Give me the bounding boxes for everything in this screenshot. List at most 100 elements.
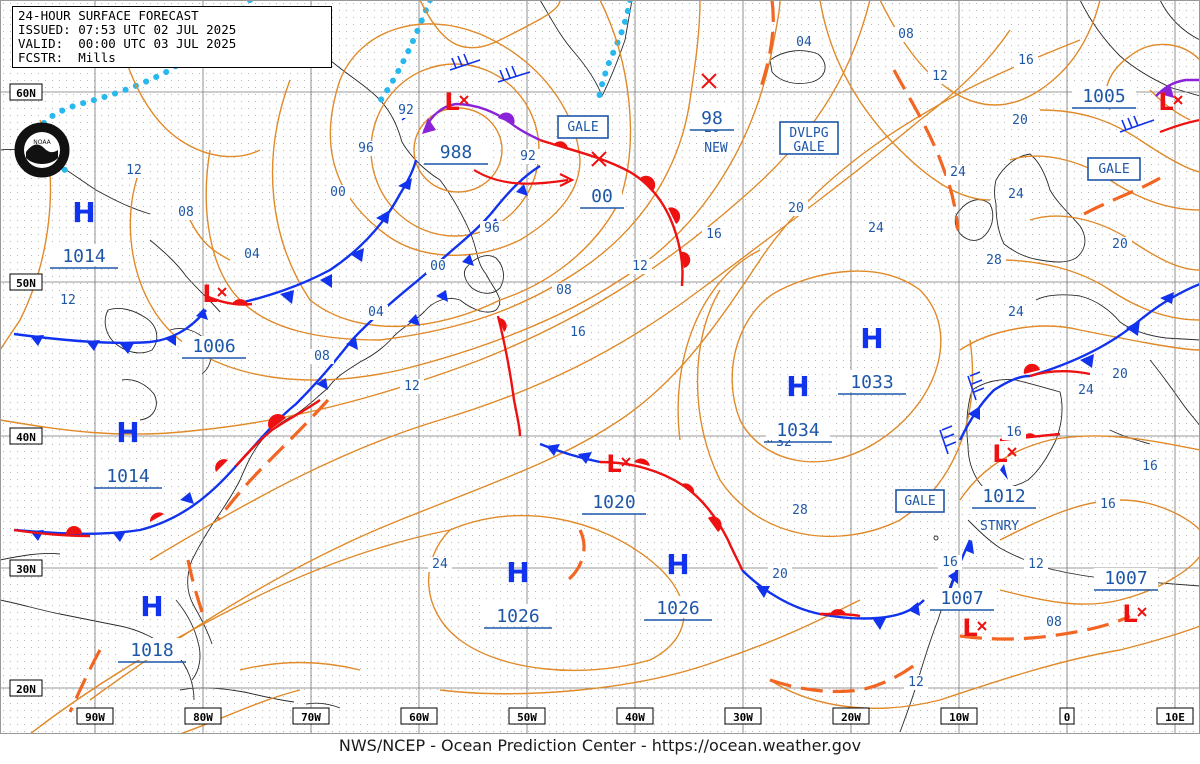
cold-front-barbs xyxy=(30,178,1174,630)
isobar-label: 24 xyxy=(950,165,966,180)
high-letter: H xyxy=(860,322,883,355)
isobar-label: 20 xyxy=(1112,237,1128,252)
low-pressure-value: 1007 xyxy=(940,588,983,609)
isobar-label: 20 xyxy=(1112,367,1128,382)
forecast-title: 24-HOUR SURFACE FORECAST xyxy=(18,8,199,23)
low-center: L 1012 xyxy=(972,440,1036,509)
isobar-label: 16 xyxy=(706,227,722,242)
latitude-label: 20N xyxy=(16,683,36,696)
high-pressure-value: 1026 xyxy=(656,598,699,619)
low-pressure-value: 1012 xyxy=(982,486,1025,507)
warning-box: GALE xyxy=(1087,157,1141,181)
isobar-label: 12 xyxy=(1028,557,1044,572)
longitude-label: 0 xyxy=(1064,711,1071,724)
isobar-label: 04 xyxy=(796,35,812,50)
high-pressure-value: 1014 xyxy=(106,466,149,487)
isobar-label: 20 xyxy=(772,567,788,582)
warning-box-text: DVLPG xyxy=(789,126,828,141)
longitude-label: 30W xyxy=(733,711,753,724)
occluded-front-symbols xyxy=(422,84,1174,134)
occluded-fronts xyxy=(422,78,1200,142)
isobar-label: 28 xyxy=(792,503,808,518)
low-letter: L xyxy=(992,440,1007,468)
longitude-label: 20W xyxy=(841,711,861,724)
high-pressure-centers: H 1014 H 1014 H 1018 H 1026 H 1026 H 1034 H 1033 xyxy=(50,196,906,663)
longitude-label: 40W xyxy=(625,711,645,724)
warm-fronts xyxy=(13,138,1091,618)
noaa-logo: NOAA xyxy=(14,122,70,178)
longitude-label: 10E xyxy=(1165,711,1185,724)
high-center: H 1018 xyxy=(118,590,186,663)
warning-box-text: GALE xyxy=(1098,162,1129,177)
high-center: H 1026 xyxy=(484,556,552,629)
longitude-labels: 90W 80W 70W 60W 50W 40W 30W 20W 10W 0 10E xyxy=(76,707,1194,725)
latitude-label: 30N xyxy=(16,563,36,576)
isobar-label: 16 xyxy=(1018,53,1034,68)
low-letter: L xyxy=(606,450,621,478)
valid-time: VALID: 00:00 UTC 03 JUL 2025 xyxy=(18,36,237,51)
longitude-label: 50W xyxy=(517,711,537,724)
high-letter: H xyxy=(666,548,689,581)
warning-box: GALE xyxy=(557,115,609,139)
latitude-label: 60N xyxy=(16,87,36,100)
isobar-label: 96 xyxy=(358,141,374,156)
low-pressure-value: 1007 xyxy=(1104,568,1147,589)
isobar-label: 00 xyxy=(330,185,346,200)
high-pressure-value: 1018 xyxy=(130,640,173,661)
isobar-label: 04 xyxy=(368,305,384,320)
isobar-label: 16 xyxy=(1006,425,1022,440)
isobar-label: 24 xyxy=(1008,305,1024,320)
isobar-label: 92 xyxy=(520,149,536,164)
high-center: H 1014 xyxy=(94,416,162,489)
isobar-label: 24 xyxy=(1008,187,1024,202)
high-letter: H xyxy=(116,416,139,449)
low-pressure-value: 1005 xyxy=(1082,86,1125,107)
longitude-label: 70W xyxy=(301,711,321,724)
low-letter: L xyxy=(444,88,459,116)
high-pressure-value: 1034 xyxy=(776,420,819,441)
low-pressure-value: 1020 xyxy=(592,492,635,513)
high-letter: H xyxy=(140,590,163,623)
isobar-label: 16 xyxy=(1100,497,1116,512)
footer-credit: NWS/NCEP - Ocean Prediction Center - htt… xyxy=(0,734,1200,764)
isobar-label: 04 xyxy=(244,247,260,262)
isobar-label: 12 xyxy=(60,293,76,308)
low-pressure-value: 988 xyxy=(440,142,473,163)
new-low: 00 xyxy=(580,186,624,209)
isobar-label: 12 xyxy=(126,163,142,178)
ice-edge xyxy=(36,0,633,179)
isobar-label: 24 xyxy=(432,557,448,572)
warning-box-text: GALE xyxy=(904,494,935,509)
isobar-label: 08 xyxy=(1046,615,1062,630)
high-pressure-value: 1033 xyxy=(850,372,893,393)
low-center: L 1006 xyxy=(182,280,246,359)
low-letter: L xyxy=(962,614,977,642)
forecaster-name: FCSTR: Mills xyxy=(18,50,116,65)
low-letter: L xyxy=(1158,88,1173,116)
new-low-pressure: 98 xyxy=(701,108,723,129)
low-letter: L xyxy=(1122,600,1137,628)
longitude-label: 60W xyxy=(409,711,429,724)
high-letter: H xyxy=(786,370,809,403)
low-pressure-value: 1006 xyxy=(192,336,235,357)
issued-time: ISSUED: 07:53 UTC 02 JUL 2025 xyxy=(18,22,237,37)
latitude-label: 40N xyxy=(16,431,36,444)
isobar-label: 08 xyxy=(556,283,572,298)
isobar-label: 24 xyxy=(1078,383,1094,398)
isobar-label: 16 xyxy=(942,555,958,570)
isobar-label: 20 xyxy=(1012,113,1028,128)
low-center: L 1007 xyxy=(1094,568,1158,628)
high-center: H 1026 xyxy=(644,548,712,621)
warning-box-text: GALE xyxy=(793,140,824,155)
new-low-tag: NEW xyxy=(704,141,728,156)
isobar-label: 16 xyxy=(1142,459,1158,474)
high-pressure-value: 1014 xyxy=(62,246,105,267)
forecast-header: 24-HOUR SURFACE FORECAST ISSUED: 07:53 U… xyxy=(12,6,332,68)
high-center: H 1033 xyxy=(838,322,906,395)
isobar-label: 16 xyxy=(570,325,586,340)
new-low-pressure: 00 xyxy=(591,186,613,207)
isobar-label: 24 xyxy=(868,221,884,236)
low-center: L 1007 xyxy=(930,588,994,642)
troughs xyxy=(68,0,1161,713)
